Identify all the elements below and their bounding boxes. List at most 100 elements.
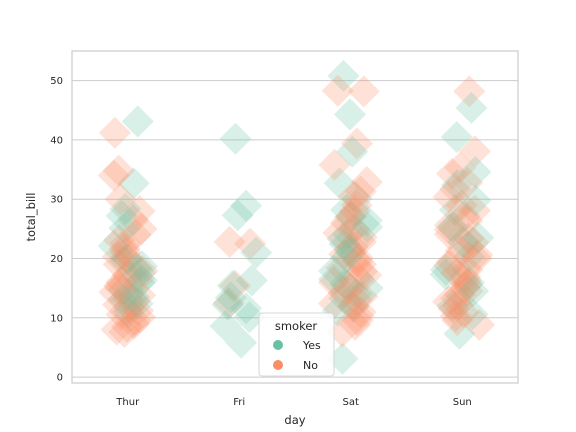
data-point-no	[451, 253, 484, 286]
data-point-no	[98, 276, 131, 309]
data-point-no	[124, 301, 157, 334]
data-point-no	[444, 151, 477, 184]
data-point-yes	[340, 278, 373, 311]
data-point-yes	[436, 289, 469, 322]
data-point-no	[118, 307, 151, 340]
data-point-no	[436, 157, 469, 190]
data-point-no	[102, 248, 135, 281]
data-point-yes	[118, 281, 151, 314]
data-point-yes	[333, 98, 366, 131]
data-point-yes	[334, 236, 367, 269]
data-point-yes	[123, 256, 156, 289]
x-tick-labels: Thur Fri Sat Sun	[115, 397, 471, 408]
data-point-no	[212, 286, 245, 319]
legend-marker-yes	[273, 340, 283, 350]
data-point-no	[325, 251, 358, 284]
data-point-yes	[109, 192, 142, 225]
data-point-yes	[440, 120, 473, 153]
data-point-no	[318, 148, 351, 181]
data-point-no	[433, 213, 466, 246]
data-point-yes	[219, 122, 252, 155]
data-point-yes	[235, 264, 268, 297]
data-point-yes	[107, 283, 140, 316]
data-point-yes	[123, 266, 156, 299]
data-point-yes	[108, 212, 141, 245]
data-point-yes	[209, 310, 242, 343]
data-point-no	[122, 262, 155, 295]
data-point-no	[335, 200, 368, 233]
data-point-no	[112, 291, 145, 324]
data-point-yes	[330, 193, 363, 226]
data-point-yes	[337, 289, 370, 322]
y-tick-label: 10	[50, 313, 63, 324]
data-point-no	[344, 295, 377, 328]
data-point-yes	[240, 236, 273, 269]
data-point-yes	[318, 254, 351, 287]
data-point-no	[341, 245, 374, 278]
data-point-no	[345, 255, 378, 288]
data-point-yes	[336, 135, 369, 168]
data-point-no	[102, 288, 135, 321]
data-point-yes	[125, 264, 158, 297]
data-point-no	[452, 230, 485, 263]
y-tick-labels: 0 10 20 30 40 50	[50, 76, 63, 383]
data-point-no	[344, 175, 377, 208]
data-point-no	[457, 226, 490, 259]
data-point-no	[234, 227, 267, 260]
data-point-no	[345, 248, 378, 281]
data-point-no	[443, 278, 476, 311]
data-point-no	[111, 310, 144, 343]
data-point-yes	[462, 221, 495, 254]
data-point-yes	[443, 317, 476, 350]
data-point-no	[118, 285, 151, 318]
data-point-no	[108, 316, 141, 349]
data-point-no	[337, 230, 370, 263]
data-point-no	[338, 195, 371, 228]
data-point-no	[125, 212, 158, 245]
data-point-no	[340, 127, 373, 160]
data-point-no	[341, 304, 374, 337]
data-point-yes	[108, 244, 141, 277]
data-point-yes	[233, 301, 266, 334]
data-points	[97, 59, 496, 375]
data-point-no	[460, 242, 493, 275]
data-point-no	[327, 276, 360, 309]
data-point-no	[439, 282, 472, 315]
data-point-no	[342, 300, 375, 333]
data-point-yes	[328, 228, 361, 261]
data-point-no	[448, 271, 481, 304]
data-point-no	[213, 225, 246, 258]
data-point-no	[350, 259, 383, 292]
data-point-no	[347, 75, 380, 108]
data-point-no	[337, 291, 370, 324]
data-point-yes	[350, 204, 383, 237]
data-point-no	[345, 221, 378, 254]
data-point-no	[317, 287, 350, 320]
data-point-no	[111, 282, 144, 315]
data-point-no	[463, 308, 496, 341]
data-point-yes	[340, 182, 373, 215]
data-point-yes	[328, 282, 361, 315]
data-point-no	[103, 224, 136, 257]
data-point-no	[101, 240, 134, 273]
y-tick-label: 0	[57, 373, 63, 384]
data-point-yes	[117, 167, 150, 200]
data-point-no	[100, 313, 133, 346]
data-point-yes	[225, 326, 258, 359]
data-point-no	[340, 189, 373, 222]
data-point-no	[109, 227, 142, 260]
data-point-no	[432, 180, 465, 213]
data-point-no	[126, 254, 159, 287]
data-point-no	[458, 194, 491, 227]
data-point-no	[435, 246, 468, 279]
data-point-no	[441, 289, 474, 322]
data-point-yes	[326, 222, 359, 255]
data-point-no	[317, 266, 350, 299]
data-point-yes	[329, 267, 362, 300]
data-point-yes	[332, 218, 365, 251]
data-point-no	[447, 296, 480, 329]
data-point-yes	[97, 230, 130, 263]
data-point-no	[329, 206, 362, 239]
data-point-no	[112, 243, 145, 276]
data-point-no	[433, 249, 466, 282]
